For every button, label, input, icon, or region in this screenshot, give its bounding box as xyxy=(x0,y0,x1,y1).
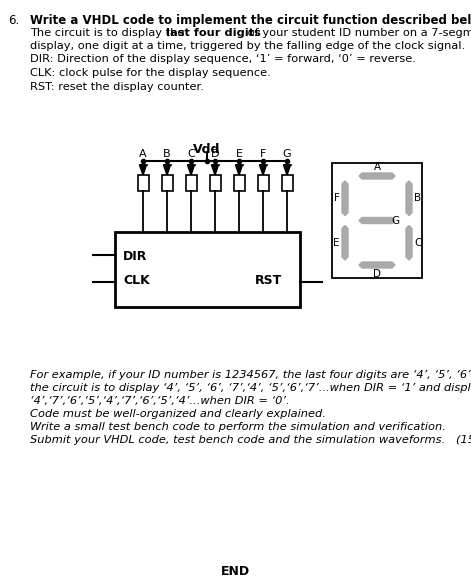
Text: Write a small test bench code to perform the simulation and verification.: Write a small test bench code to perform… xyxy=(30,422,446,432)
Polygon shape xyxy=(359,262,395,268)
Text: CLK: CLK xyxy=(123,274,150,287)
Text: B: B xyxy=(163,149,171,159)
Polygon shape xyxy=(406,225,412,260)
Text: C: C xyxy=(414,238,422,248)
Text: D: D xyxy=(373,269,381,279)
Text: The circuit is to display the: The circuit is to display the xyxy=(30,27,188,37)
Text: For example, if your ID number is 1234567, the last four digits are ‘4’, ‘5’, ‘6: For example, if your ID number is 123456… xyxy=(30,370,471,380)
Bar xyxy=(282,175,292,191)
Text: ‘4’,‘7’,‘6’,‘5’,‘4’,‘7’,‘6’,‘5’,‘4’...when DIR = ‘0’.: ‘4’,‘7’,‘6’,‘5’,‘4’,‘7’,‘6’,‘5’,‘4’...wh… xyxy=(30,396,290,406)
Text: of your student ID number on a 7-segment: of your student ID number on a 7-segment xyxy=(244,27,471,37)
Polygon shape xyxy=(187,165,195,175)
Text: E: E xyxy=(333,238,340,248)
Polygon shape xyxy=(342,225,348,260)
Polygon shape xyxy=(406,181,412,215)
Bar xyxy=(162,175,172,191)
Text: B: B xyxy=(414,193,421,203)
Polygon shape xyxy=(260,165,267,175)
Text: DIR: DIR xyxy=(123,250,147,263)
Bar xyxy=(234,175,244,191)
Polygon shape xyxy=(139,165,146,175)
Bar xyxy=(138,175,148,191)
Bar xyxy=(258,175,268,191)
Text: END: END xyxy=(220,565,250,578)
Text: CLK: clock pulse for the display sequence.: CLK: clock pulse for the display sequenc… xyxy=(30,68,271,78)
Polygon shape xyxy=(211,165,219,175)
Text: G: G xyxy=(391,215,399,225)
Bar xyxy=(210,175,220,191)
Polygon shape xyxy=(236,165,243,175)
Polygon shape xyxy=(342,181,348,215)
Text: Write a VHDL code to implement the circuit function described below.: Write a VHDL code to implement the circu… xyxy=(30,14,471,27)
Bar xyxy=(186,175,196,191)
Text: RST: RST xyxy=(255,274,282,287)
Text: A: A xyxy=(374,162,381,172)
Text: C: C xyxy=(187,149,195,159)
Text: G: G xyxy=(283,149,291,159)
Text: F: F xyxy=(260,149,266,159)
Text: Vdd: Vdd xyxy=(193,143,221,156)
Bar xyxy=(332,163,422,278)
Text: Submit your VHDL code, test bench code and the simulation waveforms.   (15 marks: Submit your VHDL code, test bench code a… xyxy=(30,435,471,445)
Text: E: E xyxy=(236,149,243,159)
Text: Code must be well-organized and clearly explained.: Code must be well-organized and clearly … xyxy=(30,409,326,419)
Text: DIR: Direction of the display sequence, ‘1’ = forward, ‘0’ = reverse.: DIR: Direction of the display sequence, … xyxy=(30,54,416,64)
Text: D: D xyxy=(211,149,219,159)
Polygon shape xyxy=(284,165,291,175)
Bar xyxy=(115,232,300,307)
Text: F: F xyxy=(334,193,340,203)
Text: last four digits: last four digits xyxy=(167,27,261,37)
Text: 6.: 6. xyxy=(8,14,19,27)
Polygon shape xyxy=(163,165,171,175)
Polygon shape xyxy=(359,218,395,223)
Polygon shape xyxy=(359,173,395,179)
Text: A: A xyxy=(139,149,147,159)
Text: the circuit is to display ‘4’, ‘5’, ‘6’, ‘7’,‘4’, ‘5’,‘6’,‘7’...when DIR = ‘1’ a: the circuit is to display ‘4’, ‘5’, ‘6’,… xyxy=(30,383,471,393)
Text: RST: reset the display counter.: RST: reset the display counter. xyxy=(30,81,204,91)
Text: display, one digit at a time, triggered by the falling edge of the clock signal.: display, one digit at a time, triggered … xyxy=(30,41,465,51)
